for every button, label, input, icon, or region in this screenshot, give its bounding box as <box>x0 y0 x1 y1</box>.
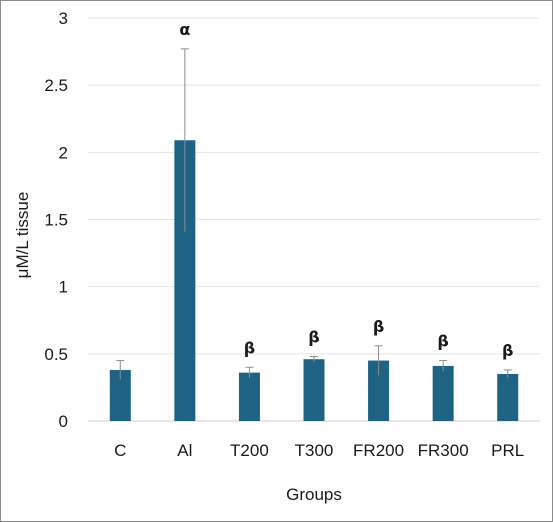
significance-label: β <box>437 332 448 351</box>
x-axis-title: Groups <box>286 485 342 504</box>
error-bar <box>503 369 512 379</box>
error-bar <box>116 360 125 380</box>
error-bar <box>439 360 448 372</box>
x-tick-label: FR300 <box>418 441 469 460</box>
bar-t200 <box>238 372 260 421</box>
x-tick-labels: C Al T200 T300 FR200 FR300 PRL <box>114 441 524 460</box>
y-tick-label: 3 <box>59 9 68 28</box>
y-tick-labels: 0 0.5 1 1.5 2 2.5 3 <box>44 9 68 431</box>
x-tick-label: FR200 <box>353 441 404 460</box>
significance-label: β <box>244 338 255 357</box>
error-bar <box>310 356 318 362</box>
error-bar <box>374 345 383 376</box>
x-tick-label: Al <box>177 441 192 460</box>
significance-label: β <box>373 317 384 336</box>
gridlines <box>88 17 540 422</box>
significance-labels: α β β β β β <box>179 20 513 360</box>
y-tick-label: 2.5 <box>44 76 68 95</box>
error-bar <box>245 366 254 379</box>
x-tick-label: T300 <box>295 441 334 460</box>
bar-c <box>109 369 131 421</box>
bar-fr300 <box>432 365 454 421</box>
bar-fr200 <box>368 360 390 421</box>
bars <box>109 140 519 421</box>
error-bars <box>116 48 512 380</box>
y-tick-label: 0 <box>59 412 68 431</box>
bar-t300 <box>303 359 325 421</box>
significance-label: α <box>179 20 190 39</box>
y-tick-label: 1 <box>59 278 68 297</box>
significance-label: β <box>308 328 319 347</box>
error-bar <box>180 48 189 232</box>
bar-prl <box>497 373 519 421</box>
y-tick-label: 0.5 <box>44 345 68 364</box>
significance-label: β <box>502 341 513 360</box>
bar-al <box>174 140 196 421</box>
x-tick-label: T200 <box>230 441 269 460</box>
y-tick-label: 2 <box>59 143 68 162</box>
y-tick-label: 1.5 <box>44 211 68 230</box>
x-tick-label: C <box>114 441 126 460</box>
x-tick-label: PRL <box>491 441 524 460</box>
y-axis-title: μM/L tissue <box>13 192 32 279</box>
